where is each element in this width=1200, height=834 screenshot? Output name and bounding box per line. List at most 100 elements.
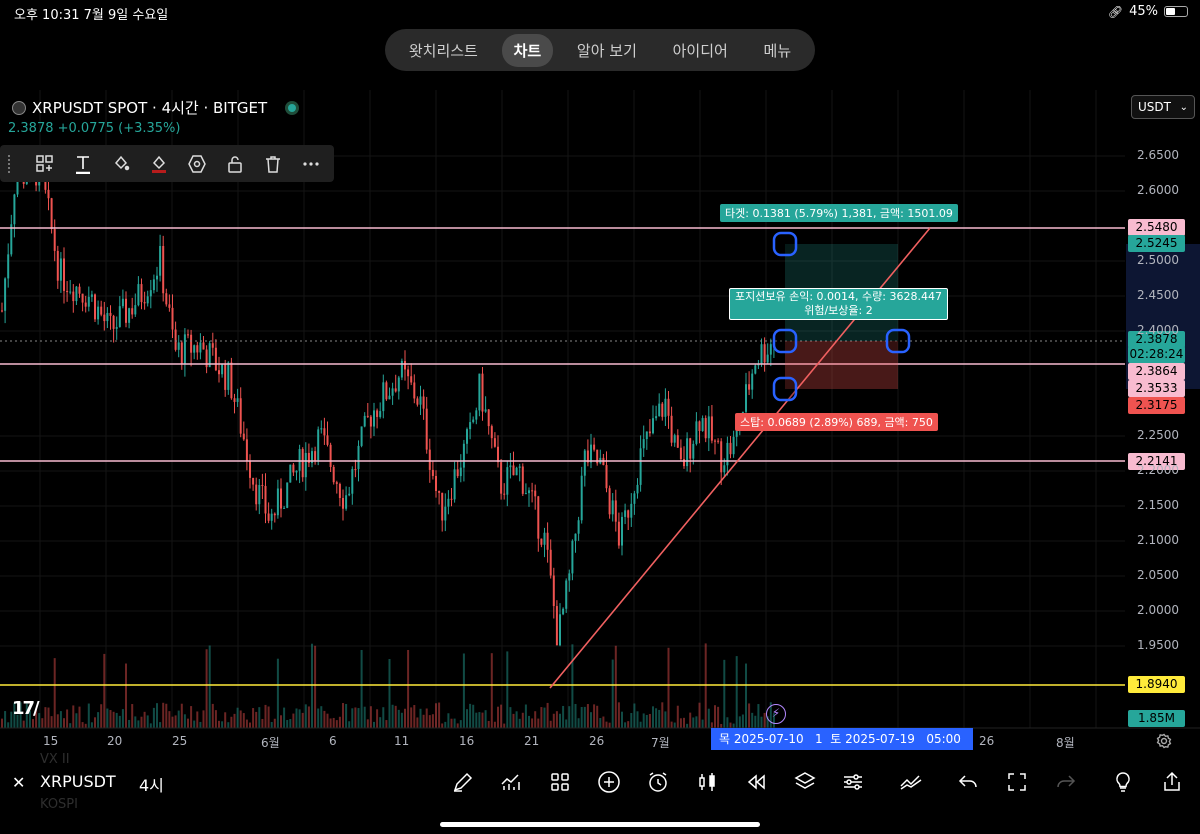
more-icon[interactable] xyxy=(292,149,330,179)
drawing-pen-icon[interactable] xyxy=(450,769,476,795)
drag-handle[interactable] xyxy=(8,154,14,173)
volume-bar xyxy=(180,703,183,728)
home-indicator[interactable] xyxy=(440,822,760,827)
volume-bar xyxy=(407,649,410,728)
candle-body xyxy=(196,345,199,353)
volume-bar xyxy=(41,718,44,728)
volume-bar xyxy=(32,719,34,728)
indicators-icon[interactable] xyxy=(498,769,524,795)
candle-body xyxy=(106,312,109,322)
close-icon[interactable]: ✕ xyxy=(12,773,26,792)
target-label[interactable]: 타겟: 0.1381 (5.79%) 1,381, 금액: 1501.09 xyxy=(720,204,958,222)
volume-bar xyxy=(218,720,220,728)
tab-ideas[interactable]: 아이디어 xyxy=(672,41,728,60)
undo-icon[interactable] xyxy=(955,769,981,795)
volume-bar xyxy=(211,703,214,728)
tradingview-logo-icon[interactable]: 17/ xyxy=(12,698,40,719)
currency-select[interactable]: USDT ⌄ xyxy=(1131,95,1195,119)
tab-explore[interactable]: 알아 보기 xyxy=(576,41,637,60)
volume-bar xyxy=(239,710,242,728)
candle-body xyxy=(574,533,577,541)
volume-bar xyxy=(376,709,379,728)
candle-body xyxy=(462,443,465,468)
tab-chart[interactable]: 차트 xyxy=(501,33,554,67)
candle-body xyxy=(283,507,286,509)
volume-bar xyxy=(121,709,124,728)
volume-bar xyxy=(459,720,462,728)
candle-body xyxy=(524,493,527,495)
candle-body xyxy=(748,384,751,390)
ideas-lightbulb-icon[interactable] xyxy=(1110,769,1136,795)
bottom-interval[interactable]: 4시 xyxy=(139,776,164,795)
settings-hexagon-icon[interactable] xyxy=(178,149,216,179)
fullscreen-icon[interactable] xyxy=(1004,769,1030,795)
volume-bar xyxy=(400,712,403,728)
volume-bar xyxy=(171,716,174,728)
candle-body xyxy=(549,549,552,576)
tab-menu[interactable]: 메뉴 xyxy=(763,41,792,60)
candle-body xyxy=(658,403,661,417)
volume-bar xyxy=(53,658,56,728)
candle-body xyxy=(205,349,208,368)
price-chart[interactable] xyxy=(0,90,1200,755)
share-icon[interactable] xyxy=(1159,769,1185,795)
volume-bar xyxy=(214,710,217,728)
volume-bar xyxy=(509,707,512,728)
volume-bar xyxy=(385,720,388,728)
volume-bar xyxy=(1,718,3,728)
chart-settings-gear-icon[interactable] xyxy=(1156,733,1172,753)
candles-icon[interactable] xyxy=(694,769,720,795)
tab-watchlist[interactable]: 왓치리스트 xyxy=(408,41,478,60)
candle-body xyxy=(125,298,127,323)
candle-body xyxy=(369,416,372,427)
object-tree-icon[interactable] xyxy=(26,149,64,179)
volume-bar xyxy=(404,708,406,728)
time-axis-label: 20 xyxy=(107,734,123,748)
add-circle-icon[interactable] xyxy=(596,769,622,795)
volume-bar xyxy=(22,720,25,728)
volume-bar xyxy=(131,704,134,728)
replay-icon[interactable] xyxy=(743,769,769,795)
candle-body xyxy=(645,431,648,440)
volume-bar xyxy=(763,712,766,728)
volume-bar xyxy=(261,718,264,728)
candle-body xyxy=(484,409,487,412)
volume-bar xyxy=(78,706,81,728)
volume-bar xyxy=(208,645,211,728)
trash-icon[interactable] xyxy=(254,149,292,179)
candle-body xyxy=(528,490,530,494)
volume-bar xyxy=(264,704,267,728)
position-label[interactable]: 포지션보유 손익: 0.0014, 수량: 3628.447 위험/보상율: 2 xyxy=(729,288,948,320)
candle-body xyxy=(317,429,320,461)
chevron-down-icon: ⌄ xyxy=(1179,101,1188,113)
bottom-symbol[interactable]: XRPUSDT xyxy=(40,772,116,791)
candle-body xyxy=(611,500,614,515)
volume-bar xyxy=(295,708,298,728)
symbol-header[interactable]: XRPUSDT SPOT · 4시간 · BITGET xyxy=(12,97,300,118)
background-color-icon[interactable] xyxy=(140,149,178,179)
settings-sliders-icon[interactable] xyxy=(840,769,866,795)
alarm-icon[interactable] xyxy=(645,769,671,795)
volume-bar xyxy=(676,705,679,728)
volume-bar xyxy=(177,710,180,728)
candle-body xyxy=(187,334,189,336)
redo-icon[interactable] xyxy=(1053,769,1079,795)
stop-label[interactable]: 스탑: 0.0689 (2.89%) 689, 금액: 750 xyxy=(735,413,938,431)
volume-bar xyxy=(462,653,465,728)
lightning-event-icon[interactable]: ⚡︎ xyxy=(766,704,786,724)
volume-bar xyxy=(16,714,19,728)
fill-color-icon[interactable] xyxy=(102,149,140,179)
candle-body xyxy=(190,334,193,353)
text-tool-icon[interactable] xyxy=(64,149,102,179)
candle-body xyxy=(314,451,317,461)
volume-bar xyxy=(605,721,608,728)
volume-bar xyxy=(332,717,335,728)
volume-bar xyxy=(453,718,456,728)
volume-bar xyxy=(428,715,431,728)
layers-icon[interactable] xyxy=(792,769,818,795)
layout-grid-icon[interactable] xyxy=(547,769,573,795)
compare-icon[interactable] xyxy=(898,769,924,795)
candle-body xyxy=(72,291,75,302)
unlock-icon[interactable] xyxy=(216,149,254,179)
candle-body xyxy=(149,290,152,297)
